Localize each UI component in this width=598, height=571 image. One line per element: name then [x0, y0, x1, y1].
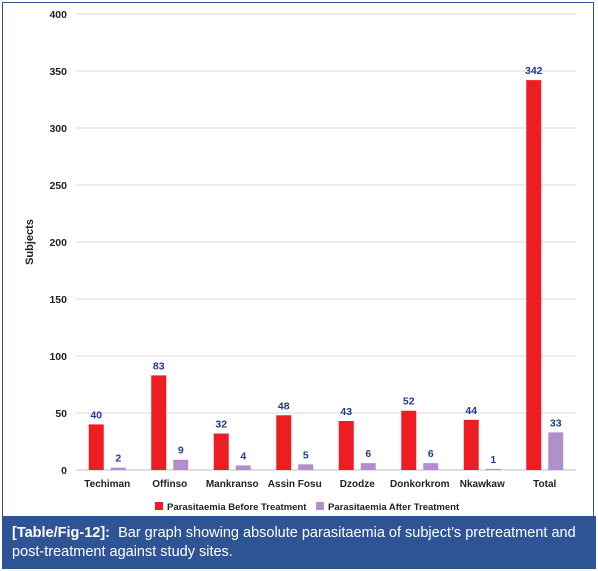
legend-swatch [316, 502, 324, 510]
figure-caption: [Table/Fig-12]: Bar graph showing absolu… [2, 516, 596, 569]
y-tick-label: 400 [49, 9, 67, 21]
legend-label: Parasitaemia Before Treatment [167, 502, 307, 513]
bar [423, 463, 439, 470]
data-label: 6 [428, 448, 434, 460]
y-tick-label: 300 [49, 123, 67, 135]
data-label: 6 [365, 448, 371, 460]
caption-tag: [Table/Fig-12]: [12, 525, 111, 541]
y-tick-label: 50 [55, 408, 67, 420]
figure-frame [2, 2, 594, 567]
y-tick-label: 100 [49, 351, 67, 363]
bar [485, 468, 501, 470]
legend-swatch [155, 502, 163, 510]
data-label: 44 [465, 405, 477, 417]
x-tick-label: Total [533, 479, 556, 490]
caption-text: Bar graph showing absolute parasitaemia … [12, 525, 576, 560]
bar [235, 465, 251, 470]
data-label: 342 [525, 65, 543, 77]
bar [88, 424, 104, 470]
x-tick-label: Donkorkrom [390, 479, 450, 490]
x-tick-label: Offinso [152, 479, 187, 490]
y-tick-label: 350 [49, 66, 67, 78]
data-label: 2 [115, 453, 121, 465]
y-tick-label: 0 [61, 465, 67, 477]
y-axis-label: Subjects [24, 219, 36, 265]
bar [213, 433, 229, 470]
data-label: 43 [340, 406, 352, 418]
data-label: 40 [90, 409, 102, 421]
data-label: 48 [278, 400, 290, 412]
bar [463, 419, 479, 470]
data-label: 32 [215, 419, 227, 431]
legend-label: Parasitaemia After Treatment [328, 502, 460, 513]
y-tick-label: 150 [49, 294, 67, 306]
data-label: 1 [490, 454, 496, 466]
bar [298, 464, 314, 470]
data-label: 4 [240, 450, 246, 462]
bar [526, 80, 542, 471]
bar [173, 459, 189, 470]
x-tick-label: Nkawkaw [460, 479, 505, 490]
data-label: 33 [550, 417, 562, 429]
bar-chart: 0 50 100 150 200 250 300 350 400 Subjects 40 2 Techi… [24, 9, 576, 513]
bar [401, 410, 417, 470]
data-label: 52 [403, 396, 415, 408]
x-tick-label: Assin Fosu [268, 479, 322, 490]
x-tick-label: Dzodze [340, 479, 375, 490]
bar [548, 432, 564, 470]
bar [338, 420, 354, 470]
bar [151, 375, 167, 470]
data-label: 9 [178, 445, 184, 457]
y-tick-label: 250 [49, 180, 67, 192]
bar [276, 415, 292, 470]
data-label: 83 [153, 360, 165, 372]
x-tick-label: Mankranso [206, 479, 259, 490]
bar [110, 467, 126, 470]
x-tick-label: Techiman [84, 479, 130, 490]
data-label: 5 [303, 449, 309, 461]
bar [360, 463, 376, 470]
y-tick-label: 200 [49, 237, 67, 249]
